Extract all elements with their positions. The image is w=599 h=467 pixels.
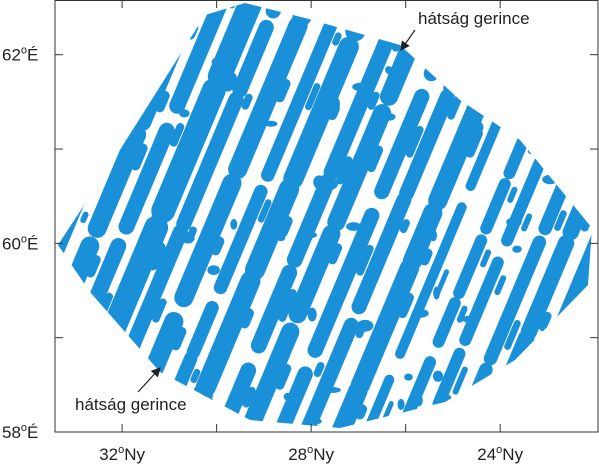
- ridge: [404, 3, 592, 428]
- ridge-blob: [313, 175, 325, 189]
- tick-label: 32oNy: [99, 444, 145, 464]
- ridge-blob: [180, 233, 195, 244]
- ridge-blob: [322, 177, 339, 190]
- ridge-blob: [264, 120, 278, 127]
- ridge-blob: [103, 95, 120, 103]
- tick-label: 62oÉ: [2, 45, 38, 65]
- annotation-arrow: [400, 29, 416, 51]
- ridge-blob: [207, 265, 220, 276]
- ridge-blob: [283, 392, 292, 401]
- ridge-blob: [230, 218, 238, 230]
- ridge-blob: [302, 231, 317, 239]
- ridge-blob: [469, 120, 484, 134]
- ridge-blob: [323, 386, 341, 394]
- ridge-blob: [414, 394, 423, 407]
- ridge-blob: [304, 417, 322, 425]
- ridge-blob: [127, 128, 142, 141]
- tick-degree: o: [21, 422, 27, 434]
- ridge-blob: [352, 82, 369, 92]
- ridge-blob: [276, 233, 286, 242]
- ridge-blob: [66, 150, 80, 159]
- ridge-blob: [262, 371, 278, 384]
- ridge-blob: [573, 419, 583, 427]
- ridge-blob: [404, 373, 413, 381]
- ridge-blob: [542, 174, 559, 185]
- ridge-blob: [506, 217, 522, 227]
- ridge-blob: [572, 81, 581, 88]
- ridge-blob: [445, 394, 453, 408]
- ridge-blob: [332, 97, 340, 111]
- ridge-blob: [512, 245, 522, 253]
- ridge-blob: [179, 109, 190, 118]
- ridge: [239, 3, 468, 428]
- ridge-blob: [346, 222, 362, 231]
- annotation: hátság gerince: [75, 395, 187, 414]
- tick-label: 60oÉ: [2, 233, 38, 253]
- ridge-blob: [499, 405, 511, 416]
- map-frame: [54, 0, 599, 433]
- tick-degree: o: [21, 45, 27, 57]
- ridge: [493, 3, 592, 428]
- tick-label: 28oNy: [288, 444, 334, 464]
- ridge-blob: [198, 409, 210, 418]
- ridge-blob: [384, 113, 396, 121]
- ridge-blob: [411, 308, 429, 318]
- tick-value: 32: [99, 445, 118, 464]
- tick-hemisphere: Ny: [313, 445, 334, 464]
- tick-degree: o: [21, 233, 27, 245]
- tick-value: 24: [477, 445, 496, 464]
- ridge-blob: [560, 323, 568, 332]
- ridge-blob: [444, 71, 453, 84]
- tick-hemisphere: Ny: [124, 445, 145, 464]
- tick-value: 60: [2, 234, 21, 253]
- tick-value: 58: [2, 423, 21, 442]
- ridge-blob: [575, 6, 583, 18]
- ridge: [160, 3, 400, 428]
- tick-degree: o: [307, 444, 313, 456]
- tick-label: 58oÉ: [2, 422, 38, 442]
- ridge-blob: [433, 286, 440, 300]
- ridge-blob: [432, 370, 444, 382]
- ridge-blob: [462, 315, 477, 323]
- tick-hemisphere: É: [27, 234, 38, 253]
- annotation-arrow: [137, 367, 161, 393]
- ridge-blob: [385, 66, 392, 74]
- ridge-blob: [93, 72, 101, 84]
- ridge-blob: [200, 24, 216, 35]
- ridge: [419, 3, 592, 428]
- ridge-blob: [117, 133, 130, 148]
- ridge: [152, 3, 378, 428]
- ridge-blob: [429, 229, 437, 242]
- tick-hemisphere: É: [27, 46, 38, 65]
- tick-value: 62: [2, 46, 21, 65]
- ridge-blob: [115, 358, 132, 372]
- ridge-blob: [306, 281, 319, 290]
- ridge-blob: [174, 152, 183, 162]
- ridge-blob: [397, 398, 405, 410]
- tick-value: 28: [288, 445, 307, 464]
- tick-degree: o: [496, 444, 502, 456]
- ridge-blob: [188, 209, 195, 217]
- tick-degree: o: [118, 444, 124, 456]
- ridge-blob: [275, 52, 289, 64]
- ridge-blob: [199, 393, 213, 408]
- ridge-blob: [393, 278, 402, 292]
- ridge-blob: [211, 58, 219, 66]
- tick-label: 24oNy: [477, 444, 523, 464]
- ridge-blob: [307, 307, 317, 322]
- annotation: hátság gerince: [418, 9, 530, 28]
- tick-hemisphere: Ny: [502, 445, 523, 464]
- ridge: [462, 3, 592, 428]
- ridge: [510, 3, 592, 428]
- ridge-blob: [478, 294, 486, 307]
- ridge-blob: [567, 41, 584, 49]
- ridge-blob: [356, 319, 374, 332]
- tick-hemisphere: É: [27, 423, 38, 442]
